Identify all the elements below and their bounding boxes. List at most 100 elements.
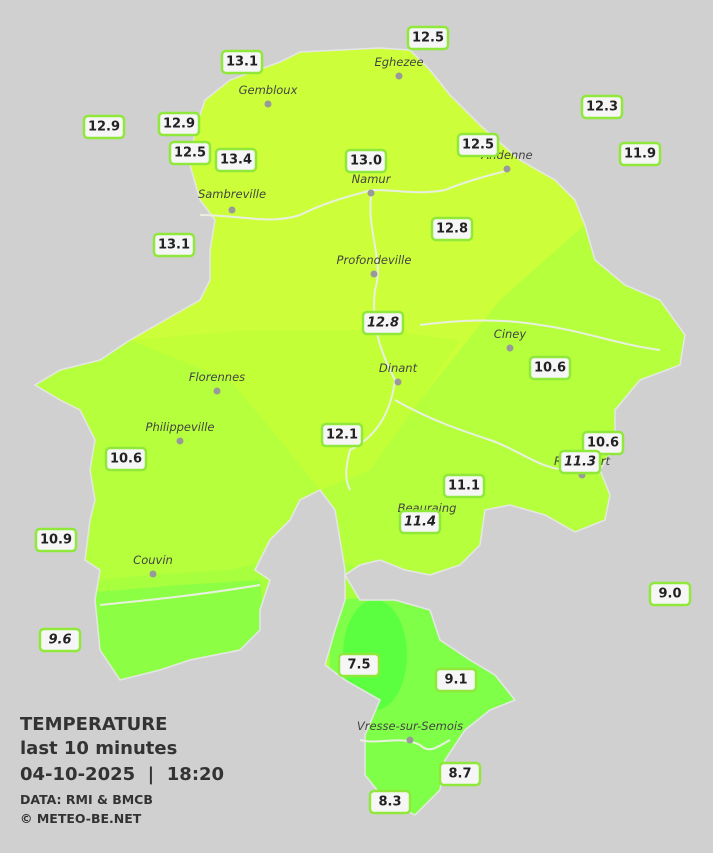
station: 12.9 bbox=[157, 111, 201, 137]
city-dot bbox=[367, 189, 375, 197]
station-box bbox=[220, 49, 264, 75]
station: 12.1 bbox=[320, 422, 364, 448]
station-value: 11.9 bbox=[624, 147, 656, 162]
station-value: 10.6 bbox=[587, 436, 619, 451]
city-name: Couvin bbox=[133, 553, 173, 567]
station: 12.3 bbox=[580, 94, 624, 120]
city-name: Profondeville bbox=[337, 253, 412, 267]
city-dot bbox=[213, 387, 221, 395]
station-value: 12.9 bbox=[88, 120, 120, 135]
station: 10.9 bbox=[34, 527, 78, 553]
station: 12.5 bbox=[406, 25, 450, 51]
city-name: Gembloux bbox=[239, 83, 298, 97]
station-box bbox=[456, 132, 500, 158]
city-name: Sambreville bbox=[198, 187, 266, 201]
station: 11.1 bbox=[442, 473, 486, 499]
station-box bbox=[442, 473, 486, 499]
station-box bbox=[618, 141, 662, 167]
station: 11.4 bbox=[398, 509, 442, 535]
station-value: 10.6 bbox=[110, 452, 142, 467]
station: 9.6 bbox=[38, 627, 82, 653]
station-value: 10.9 bbox=[40, 533, 72, 548]
legend-title: TEMPERATURE bbox=[20, 714, 167, 735]
station-box bbox=[361, 310, 405, 336]
station-value: 11.3 bbox=[564, 455, 596, 470]
station-box bbox=[104, 446, 148, 472]
station-value: 9.0 bbox=[658, 587, 681, 602]
station-value: 9.1 bbox=[444, 673, 467, 688]
legend-datetime: 04-10-2025 | 18:20 bbox=[20, 764, 224, 785]
station-box bbox=[430, 216, 474, 242]
station: 12.8 bbox=[361, 310, 405, 336]
legend-credit: © METEO-BE.NET bbox=[20, 811, 142, 826]
city-dot bbox=[176, 437, 184, 445]
station-box bbox=[398, 509, 442, 535]
city-dot bbox=[503, 165, 511, 173]
city-dot bbox=[228, 206, 236, 214]
city-name: Vresse-sur-Semois bbox=[357, 719, 463, 733]
station: 13.1 bbox=[220, 49, 264, 75]
station-box bbox=[438, 761, 482, 787]
station-value: 9.6 bbox=[48, 633, 71, 648]
city-dot bbox=[264, 100, 272, 108]
station: 10.6 bbox=[104, 446, 148, 472]
station: 10.6 bbox=[528, 355, 572, 381]
legend-source: DATA: RMI & BMCB bbox=[20, 792, 153, 807]
city-name: Philippeville bbox=[146, 420, 215, 434]
station-box bbox=[580, 94, 624, 120]
station: 12.5 bbox=[456, 132, 500, 158]
station-box bbox=[157, 111, 201, 137]
city-name: Namur bbox=[352, 172, 392, 186]
station: 9.1 bbox=[434, 667, 478, 693]
station-box bbox=[152, 232, 196, 258]
station-value: 12.8 bbox=[436, 222, 468, 237]
station: 12.9 bbox=[82, 114, 126, 140]
station-box bbox=[558, 449, 602, 475]
city-name: Ciney bbox=[494, 327, 527, 341]
station-value: 11.4 bbox=[404, 515, 436, 530]
station-box bbox=[528, 355, 572, 381]
station-value: 13.0 bbox=[350, 154, 382, 169]
city-dot bbox=[395, 72, 403, 80]
station-value: 12.1 bbox=[326, 428, 358, 443]
station-box bbox=[648, 581, 692, 607]
station-value: 13.1 bbox=[226, 55, 258, 70]
station-box bbox=[406, 25, 450, 51]
station-value: 12.9 bbox=[163, 117, 195, 132]
stations: 12.5 13.1 12.3 12.9 12.9 12.5 13.4 13.0 12.5 11.9… bbox=[34, 25, 692, 815]
station-value: 12.5 bbox=[462, 138, 494, 153]
station: 13.0 bbox=[344, 148, 388, 174]
station: 7.5 bbox=[337, 652, 381, 678]
station: 8.7 bbox=[438, 761, 482, 787]
station-box bbox=[581, 430, 625, 456]
station: 10.6 bbox=[581, 430, 625, 456]
city-dot bbox=[149, 570, 157, 578]
station: 9.0 bbox=[648, 581, 692, 607]
city-dot bbox=[394, 378, 402, 386]
station-value: 7.5 bbox=[347, 658, 370, 673]
station-value: 8.7 bbox=[448, 767, 471, 782]
legend-period: last 10 minutes bbox=[20, 738, 177, 759]
city-name: Dinant bbox=[379, 361, 418, 375]
city-dot bbox=[406, 736, 414, 744]
station: 13.4 bbox=[214, 147, 258, 173]
legend: TEMPERATURE last 10 minutes 04-10-2025 |… bbox=[20, 714, 224, 826]
station: 13.1 bbox=[152, 232, 196, 258]
station-box bbox=[344, 148, 388, 174]
station-value: 13.4 bbox=[220, 153, 252, 168]
city-dot bbox=[506, 344, 514, 352]
station-value: 12.8 bbox=[367, 316, 399, 331]
station-box bbox=[368, 789, 412, 815]
station: 11.3 bbox=[558, 449, 602, 475]
station-box bbox=[34, 527, 78, 553]
cities: EghezeeGemblouxAndenneNamurSambrevillePr… bbox=[133, 55, 611, 744]
station: 12.8 bbox=[430, 216, 474, 242]
station-value: 10.6 bbox=[534, 361, 566, 376]
city-dot bbox=[370, 270, 378, 278]
station-value: 12.5 bbox=[412, 31, 444, 46]
station-value: 13.1 bbox=[158, 238, 190, 253]
station-value: 8.3 bbox=[378, 795, 401, 810]
rivers bbox=[99, 169, 661, 751]
station-box bbox=[168, 140, 212, 166]
